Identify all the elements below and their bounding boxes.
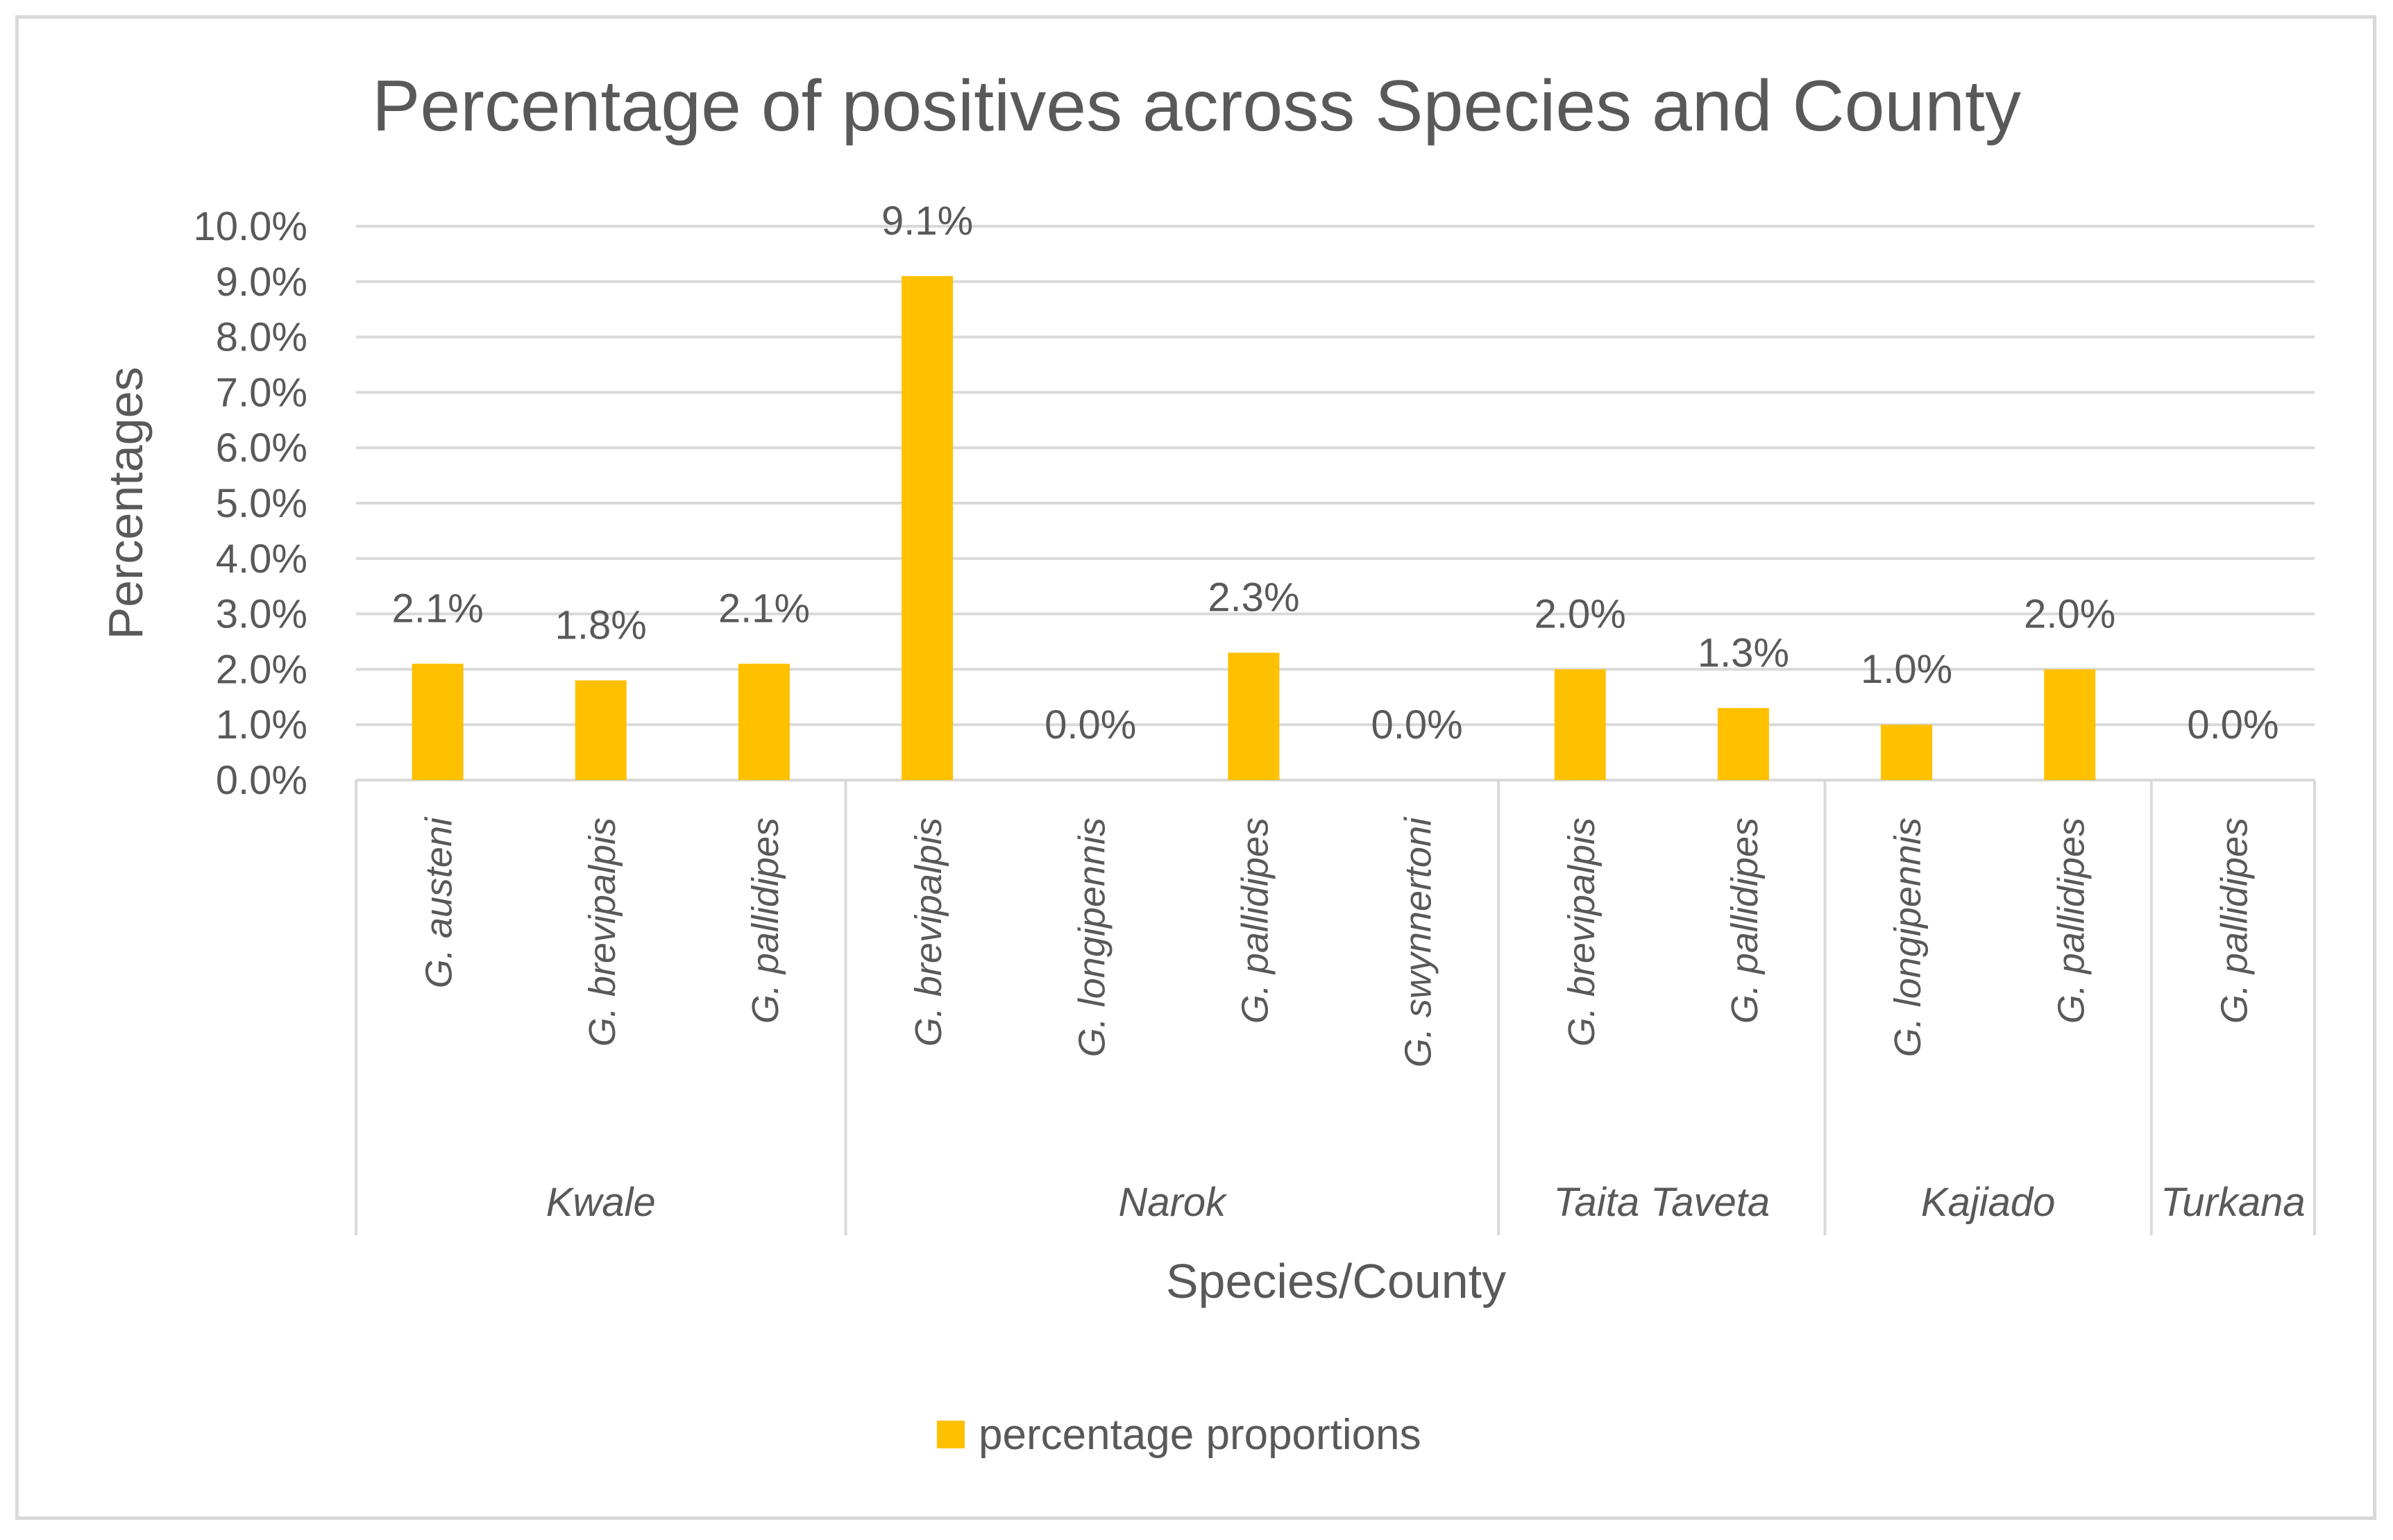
data-labels: 2.1% 1.8% 2.1% 9.1% 0.0% 2.3% 0.0% 2.0% 1.3% 1.0%… xyxy=(391,198,2278,747)
category-label: G. pallidipes xyxy=(2213,818,2255,1024)
data-label: 0.0% xyxy=(1045,702,1136,747)
category-label: G. austeni xyxy=(418,816,460,988)
legend-label: percentage proportions xyxy=(979,1411,1421,1459)
bar xyxy=(738,663,790,780)
data-label: 0.0% xyxy=(1371,702,1462,747)
data-label: 1.3% xyxy=(1698,630,1789,675)
bar xyxy=(1554,669,1606,780)
category-label: G. swynnertoni xyxy=(1398,816,1439,1067)
bar xyxy=(1228,652,1280,780)
county-label: Narok xyxy=(1118,1180,1228,1225)
category-label: G. brevipalpis xyxy=(582,818,623,1047)
category-label: G. pallidipes xyxy=(1724,818,1766,1024)
data-label: 1.8% xyxy=(555,602,647,648)
chart-frame xyxy=(15,15,2376,1520)
legend-swatch xyxy=(937,1421,965,1448)
category-label: G. longipennis xyxy=(1887,818,1929,1057)
bar xyxy=(1717,708,1769,780)
data-label: 2.0% xyxy=(2024,591,2115,636)
data-label: 1.0% xyxy=(1861,647,1952,692)
y-tick-label: 10.0% xyxy=(194,204,307,249)
y-tick-label: 5.0% xyxy=(216,481,307,526)
county-labels: Kwale Narok Taita Taveta Kajiado Turkana xyxy=(546,1180,2306,1225)
y-tick-label: 1.0% xyxy=(216,702,307,747)
gridlines xyxy=(356,225,2315,781)
county-label: Kajiado xyxy=(1921,1180,2055,1225)
bar xyxy=(2044,669,2096,780)
bar xyxy=(412,663,464,780)
y-tick-labels: 0.0% 1.0% 2.0% 3.0% 4.0% 5.0% 6.0% 7.0% 8.0% 9.0%… xyxy=(194,204,307,803)
bar xyxy=(1881,725,1933,780)
chart-title: Percentage of positives across Species a… xyxy=(372,66,2021,146)
data-label: 2.1% xyxy=(391,586,483,631)
legend: percentage proportions xyxy=(937,1411,1421,1459)
bars xyxy=(412,276,2096,780)
category-label: G. brevipalpis xyxy=(908,818,949,1047)
data-label: 2.0% xyxy=(1534,591,1626,636)
category-labels: G. austeni G. brevipalpis G. pallidipes G. … xyxy=(418,816,2256,1067)
y-tick-label: 8.0% xyxy=(216,315,307,360)
y-tick-label: 4.0% xyxy=(216,536,307,582)
y-tick-label: 3.0% xyxy=(216,592,307,637)
data-label: 9.1% xyxy=(881,198,973,244)
category-label: G. pallidipes xyxy=(745,818,786,1024)
axes xyxy=(355,779,2316,1235)
y-tick-label: 0.0% xyxy=(216,758,307,803)
category-label: G. pallidipes xyxy=(1234,818,1276,1024)
data-label: 2.1% xyxy=(718,586,810,631)
data-label: 0.0% xyxy=(2187,702,2278,747)
category-label: G. longipennis xyxy=(1071,818,1113,1057)
bar xyxy=(575,680,627,780)
y-tick-label: 6.0% xyxy=(216,425,307,471)
y-axis-title: Percentages xyxy=(99,366,153,639)
y-tick-label: 7.0% xyxy=(216,370,307,415)
y-tick-label: 9.0% xyxy=(216,260,307,305)
county-label: Turkana xyxy=(2161,1180,2305,1225)
category-label: G. brevipalpis xyxy=(1561,818,1603,1047)
county-label: Kwale xyxy=(546,1180,656,1225)
category-label: G. pallidipes xyxy=(2050,818,2092,1024)
county-label: Taita Taveta xyxy=(1553,1180,1770,1225)
x-axis-title: Species/County xyxy=(1166,1254,1506,1308)
y-tick-label: 2.0% xyxy=(216,647,307,692)
data-label: 2.3% xyxy=(1208,575,1299,620)
bar xyxy=(902,276,954,780)
